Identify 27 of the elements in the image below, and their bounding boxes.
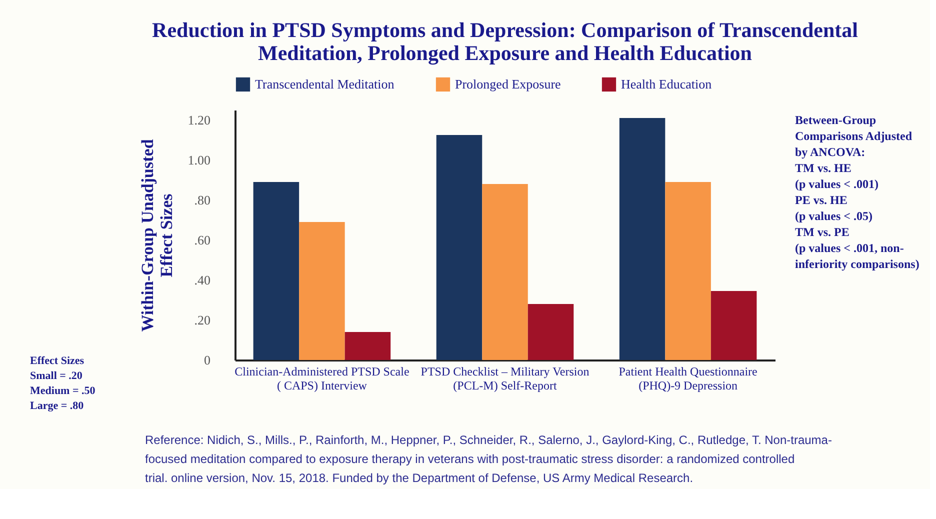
legend-label: Health Education	[621, 76, 712, 92]
y-tick-label: 1.00	[188, 152, 210, 168]
legend-label: Transcendental Meditation	[255, 76, 395, 92]
bar	[710, 291, 757, 360]
bar	[665, 182, 711, 360]
bar	[528, 304, 574, 360]
y-tick-label: .20	[194, 312, 210, 328]
text: Between-Group Comparisons Adjusted by ANCOVA: TM vs. HE (p values < .001) PE vs. HE (p values < .05) TM vs. PE (p values < .001, non- inferiority comparisons)	[795, 113, 920, 271]
text: Reference: Nidich, S., Mills., P., Rainforth, M., Heppner, P., Schneider, R., Salerno, J., Gaylord-King, C., Rutledge, T. Non-trauma- focused meditation compared to exposure therapy in veterans with post-traumatic stress disorder: a randomized controlled trial. online version, Nov. 15, 2018. Funded by the Department of Defense, US Army Medical Research.	[145, 433, 832, 485]
x-tick-label: Patient Health Questionnaire (PHQ)-9 Depression	[618, 364, 758, 392]
bar	[436, 135, 482, 360]
y-axis-title: Within-Group Unadjusted Effect Sizes	[138, 138, 176, 332]
x-tick-label: Clinician-Administered PTSD Scale ( CAPS) Interview	[234, 364, 410, 392]
y-tick-label: .80	[194, 192, 210, 208]
bar	[619, 118, 666, 360]
y-tick-label: .40	[194, 272, 210, 288]
bar	[299, 222, 345, 360]
chart-title: Reduction in PTSD Symptoms and Depression: Comparison of Transcendental Meditation, Prolonged Exposure and Health Education	[152, 18, 858, 65]
y-tick-label: 1.20	[188, 112, 210, 128]
bar	[344, 332, 391, 360]
text: Effect Sizes Small = .20 Medium = .50 Large = .80	[30, 355, 96, 412]
x-tick-label: PTSD Checklist – Military Version (PCL-M) Self-Report	[420, 364, 590, 392]
y-tick-label: .60	[194, 232, 210, 248]
y-tick-label: 0	[204, 352, 210, 368]
bar	[482, 184, 528, 360]
bar	[253, 182, 300, 360]
legend-label: Prolonged Exposure	[455, 76, 562, 92]
